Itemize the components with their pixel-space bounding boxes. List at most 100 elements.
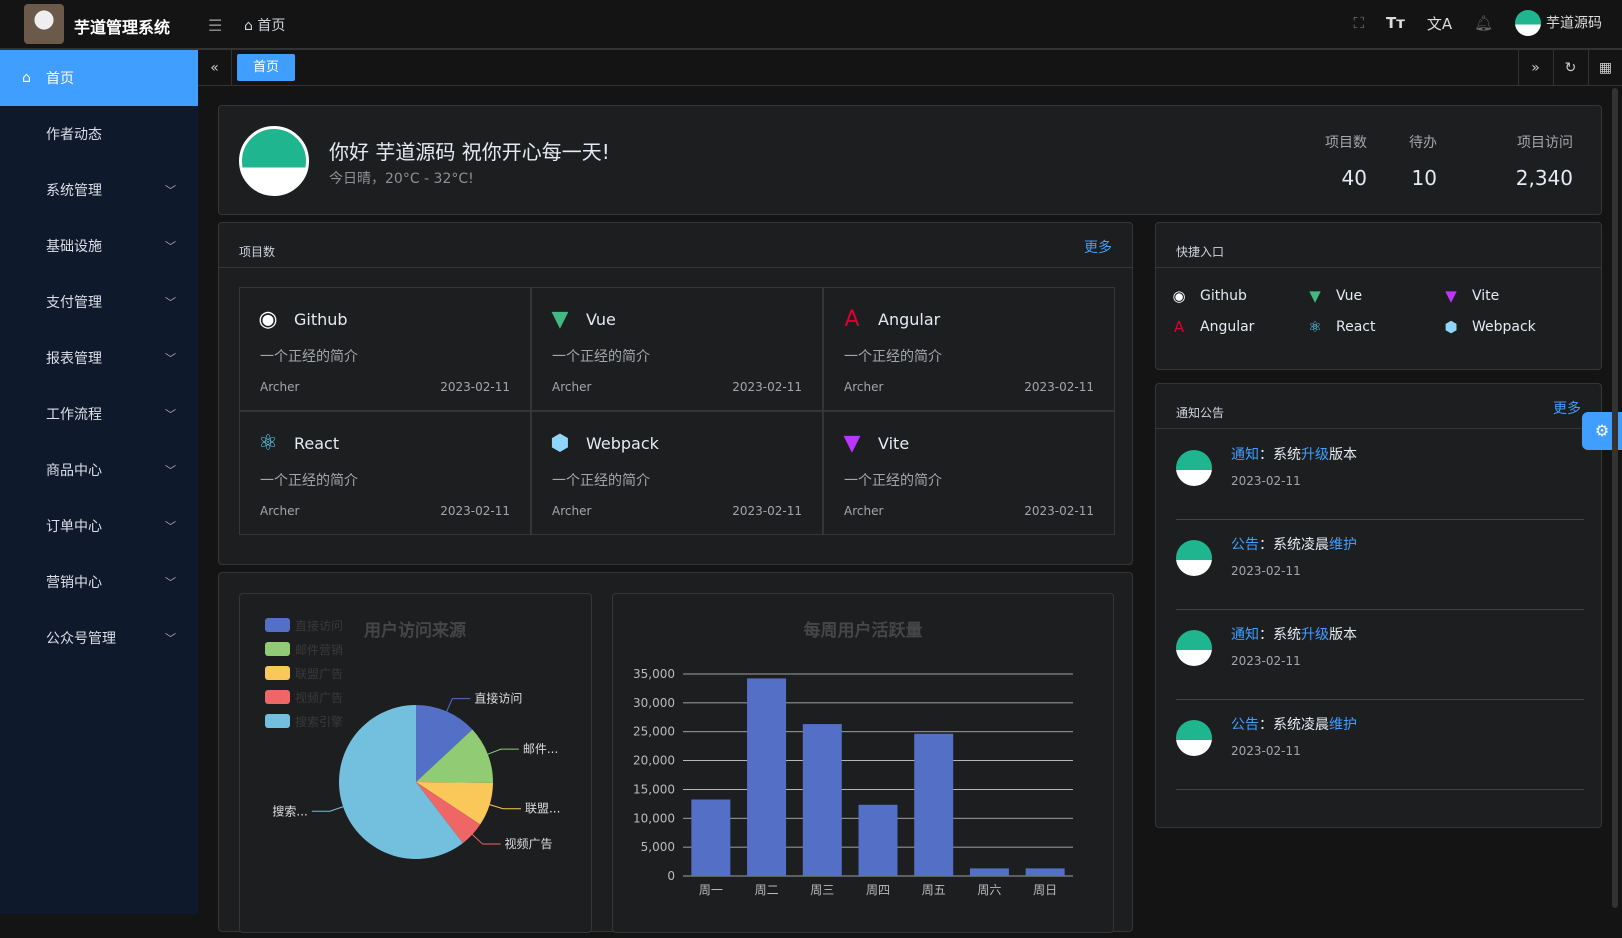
sidebar-item[interactable]: 支付管理 ﹀ bbox=[46, 295, 176, 311]
y-tick-label: 5,000 bbox=[641, 840, 675, 854]
project-item[interactable]: A Angular 一个正经的简介 Archer 2023-02-11 bbox=[823, 287, 1115, 411]
sidebar: ⌂ 首页作者动态系统管理 ﹀ 基础设施 ﹀ 支付管理 ﹀ 报表管理 ﹀ 工作流程 ﹀ 商品中心 ﹀ 订单中… bbox=[0, 50, 198, 914]
scroll-left-icon[interactable]: « bbox=[198, 50, 232, 85]
app-logo bbox=[24, 4, 64, 44]
angular-icon: A bbox=[1173, 318, 1185, 336]
charts-card: 用户访问来源 直接访问 邮件营销 联盟广告 视频广告 搜索引擎 直接访问 邮件... 联盟...… bbox=[218, 572, 1133, 933]
vite-icon: ▼ bbox=[843, 431, 861, 456]
sidebar-item[interactable]: 系统管理 ﹀ bbox=[46, 183, 176, 199]
card-title: 通知公告 bbox=[1176, 406, 1225, 420]
label-line bbox=[311, 806, 344, 812]
chevron-down-icon: ﹀ bbox=[165, 352, 176, 365]
bar bbox=[914, 733, 954, 876]
y-tick-label: 15,000 bbox=[633, 782, 675, 796]
project-item[interactable]: ⬢ Webpack 一个正经的简介 Archer 2023-02-11 bbox=[531, 411, 823, 535]
projects-card: 项目数 更多 ◉ Github 一个正经的简介 Archer 2023-02-11 ▼ Vu… bbox=[218, 222, 1133, 565]
shortcut-item[interactable]: A Angular bbox=[1170, 318, 1255, 336]
more-link[interactable]: 更多 bbox=[1553, 401, 1581, 417]
chevron-down-icon: ﹀ bbox=[165, 632, 176, 645]
scrollbar[interactable] bbox=[1612, 88, 1618, 908]
bar bbox=[747, 678, 787, 876]
sidebar-item[interactable]: 订单中心 ﹀ bbox=[46, 519, 176, 535]
y-tick-label: 25,000 bbox=[633, 725, 675, 739]
breadcrumb[interactable]: ⌂ 首页 bbox=[244, 18, 286, 34]
legend-label: 直接访问 bbox=[295, 618, 343, 633]
chevron-down-icon: ﹀ bbox=[165, 296, 176, 309]
slice-label: 搜索... bbox=[272, 803, 307, 818]
avatar bbox=[1176, 540, 1212, 576]
tab-home[interactable]: 首页 bbox=[237, 54, 296, 81]
pie-slice bbox=[416, 782, 493, 825]
scroll-right-icon[interactable]: » bbox=[1518, 50, 1552, 85]
chevron-down-icon: ﹀ bbox=[165, 576, 176, 589]
sidebar-item[interactable]: 作者动态 bbox=[46, 127, 102, 143]
shortcut-item[interactable]: ◉ Github bbox=[1170, 287, 1246, 305]
user-menu[interactable]: 芋道源码 bbox=[1515, 10, 1602, 36]
sidebar-item[interactable]: 工作流程 ﹀ bbox=[46, 407, 176, 423]
angular-icon: A bbox=[844, 307, 860, 332]
sidebar-item[interactable]: 营销中心 ﹀ bbox=[46, 575, 176, 591]
sidebar-item[interactable]: 公众号管理 ﹀ bbox=[46, 631, 176, 647]
webpack-icon: ⬢ bbox=[1444, 318, 1458, 336]
github-icon: ◉ bbox=[1172, 287, 1186, 305]
y-tick-label: 35,000 bbox=[633, 667, 675, 681]
avatar bbox=[239, 126, 309, 196]
github-icon: ◉ bbox=[258, 307, 278, 332]
avatar bbox=[1176, 720, 1212, 756]
chart-title: 用户访问来源 bbox=[364, 620, 466, 641]
shortcut-item[interactable]: ⚛ React bbox=[1306, 318, 1375, 336]
bar bbox=[969, 868, 1009, 876]
x-tick-label: 周日 bbox=[1033, 883, 1057, 897]
pie-chart: 用户访问来源 直接访问 邮件营销 联盟广告 视频广告 搜索引擎 直接访问 邮件... 联盟...… bbox=[239, 593, 592, 933]
slice-label: 邮件... bbox=[523, 742, 558, 756]
fullscreen-icon[interactable]: ⛶ bbox=[1353, 14, 1364, 32]
react-icon: ⚛ bbox=[258, 431, 278, 456]
x-tick-label: 周三 bbox=[810, 883, 834, 897]
project-item[interactable]: ▼ Vue 一个正经的简介 Archer 2023-02-11 bbox=[531, 287, 823, 411]
y-tick-label: 10,000 bbox=[633, 811, 675, 825]
sidebar-item[interactable]: 报表管理 ﹀ bbox=[46, 351, 176, 367]
translate-icon[interactable]: 文A bbox=[1426, 14, 1453, 33]
top-header: 芋道管理系统 ☰ ⌂ 首页 ⛶ Tт 文A 🔔︎ 芋道源码 bbox=[0, 0, 1622, 50]
card-title: 快捷入口 bbox=[1176, 245, 1225, 259]
shortcut-item[interactable]: ▼ Vite bbox=[1442, 287, 1499, 305]
avatar bbox=[1515, 10, 1542, 36]
y-tick-label: 30,000 bbox=[633, 696, 675, 710]
legend-label: 邮件营销 bbox=[295, 643, 343, 657]
legend-swatch bbox=[265, 666, 290, 680]
font-size-icon[interactable]: Tт bbox=[1385, 14, 1405, 32]
legend-swatch bbox=[265, 642, 290, 656]
project-item[interactable]: ▼ Vite 一个正经的简介 Archer 2023-02-11 bbox=[823, 411, 1115, 535]
x-tick-label: 周一 bbox=[699, 883, 723, 897]
bar bbox=[691, 799, 731, 876]
legend-label: 搜索引擎 bbox=[295, 714, 343, 729]
project-item[interactable]: ⚛ React 一个正经的简介 Archer 2023-02-11 bbox=[239, 411, 531, 535]
chevron-down-icon: ﹀ bbox=[165, 464, 176, 477]
sidebar-item[interactable]: 基础设施 ﹀ bbox=[46, 239, 176, 255]
shortcut-item[interactable]: ⬢ Webpack bbox=[1442, 318, 1535, 336]
slice-label: 视频广告 bbox=[505, 836, 553, 851]
more-link[interactable]: 更多 bbox=[1084, 240, 1112, 256]
sidebar-item[interactable]: 商品中心 ﹀ bbox=[46, 463, 176, 479]
home-icon: ⌂ bbox=[244, 18, 258, 34]
refresh-icon[interactable]: ↻ bbox=[1553, 50, 1587, 85]
app-name: 芋道管理系统 bbox=[74, 18, 171, 37]
sidebar-item[interactable]: ⌂ 首页 bbox=[0, 50, 198, 106]
bell-icon[interactable]: 🔔︎ bbox=[1474, 14, 1494, 32]
x-tick-label: 周五 bbox=[922, 883, 946, 897]
notice-item[interactable]: 公告：系统凌晨维护 2023-02-11 bbox=[1176, 520, 1584, 610]
pie-slice bbox=[339, 705, 463, 859]
legend-swatch bbox=[265, 714, 290, 728]
project-item[interactable]: ◉ Github 一个正经的简介 Archer 2023-02-11 bbox=[239, 287, 531, 411]
shortcut-item[interactable]: ▼ Vue bbox=[1306, 287, 1362, 305]
notice-item[interactable]: 通知：系统升级版本 2023-02-11 bbox=[1176, 430, 1584, 520]
label-line bbox=[487, 748, 519, 755]
webpack-icon: ⬢ bbox=[550, 431, 570, 456]
notice-item[interactable]: 通知：系统升级版本 2023-02-11 bbox=[1176, 610, 1584, 700]
x-tick-label: 周四 bbox=[866, 883, 890, 897]
collapse-menu-icon[interactable]: ☰ bbox=[208, 16, 223, 35]
grid-menu-icon[interactable]: ▦ bbox=[1588, 50, 1622, 85]
vue-icon: ▼ bbox=[1309, 287, 1321, 305]
y-tick-label: 20,000 bbox=[633, 754, 675, 768]
notice-item[interactable]: 公告：系统凌晨维护 2023-02-11 bbox=[1176, 700, 1584, 790]
